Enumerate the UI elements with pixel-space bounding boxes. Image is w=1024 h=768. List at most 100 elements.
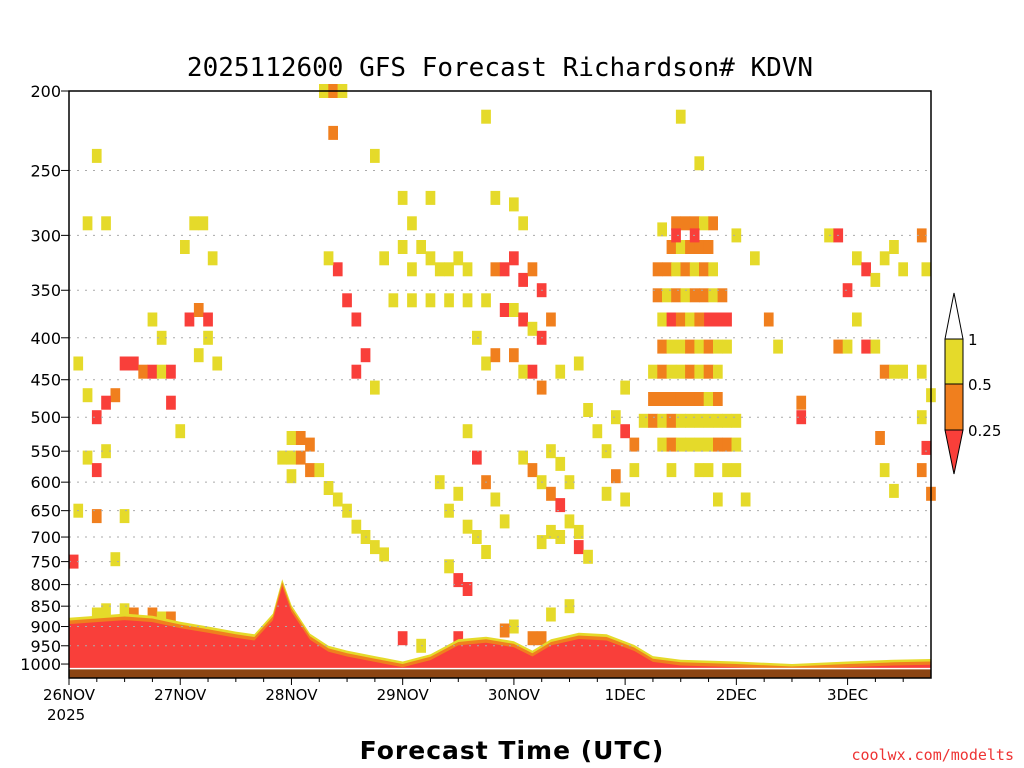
ri-cell-179 [286,469,297,484]
ri-cell-103 [703,463,714,478]
ri-cell-45 [689,288,700,303]
ri-cell-64 [722,339,732,354]
ri-cell-274 [147,607,158,622]
ri-cell-276 [166,611,176,626]
ri-cell-123 [921,262,932,277]
ri-cell-192 [370,380,380,395]
ri-cell-98 [713,437,723,452]
ri-cell-225 [518,364,528,379]
ri-cell-139 [916,463,927,478]
ri-cell-13 [509,197,519,212]
ri-cell-233 [611,469,621,484]
ri-cell-213 [527,262,538,277]
ri-cell-203 [388,293,399,308]
ri-cell-238 [629,437,640,452]
ri-cell-6 [91,148,102,163]
colorbar-top-arrow [944,292,964,340]
ri-cell-71 [703,364,714,379]
ri-cell-7 [370,148,380,163]
y-tick-label-800: 800 [30,576,61,595]
ri-cell-23 [689,216,700,231]
ri-cell-187 [332,262,343,277]
ri-cell-176 [295,450,306,465]
ri-cell-32 [671,228,681,243]
ri-cell-162 [82,450,93,465]
ri-cell-156 [184,312,195,327]
ri-cell-147 [166,364,176,379]
ri-cell-180 [323,481,334,495]
ri-cell-150 [91,410,102,425]
ri-cell-12 [490,190,501,205]
ri-cell-246 [444,503,454,518]
ri-cell-229 [573,356,584,371]
ri-cell-55 [685,312,695,327]
ri-cell-87 [694,413,705,428]
ri-cell-28 [675,240,686,254]
ri-cell-9 [397,190,408,205]
ri-cell-16 [101,216,111,231]
ri-cell-11 [407,216,417,231]
ri-cell-18 [198,216,209,231]
ri-cell-39 [699,262,709,277]
ri-cell-116 [852,251,862,266]
ri-cell-127 [842,339,853,354]
ri-cell-74 [657,392,667,406]
ri-cell-67 [666,364,677,379]
ri-cell-215 [499,303,510,317]
ri-cell-198 [425,251,436,266]
ri-cell-259 [555,498,566,513]
ri-cell-236 [611,410,621,425]
ri-cell-154 [156,330,167,345]
ri-cell-17 [189,216,199,231]
ri-cell-8 [481,109,491,124]
ri-cell-191 [351,364,362,379]
ri-cell-105 [731,463,742,478]
y-tick-label-700: 700 [30,528,61,547]
ri-cell-107 [740,492,751,507]
ri-cell-85 [675,413,686,428]
ri-cell-195 [397,240,408,254]
ri-cell-15 [82,216,93,231]
x-tick-label-3: 29NOV [377,686,430,704]
ri-cell-59 [675,339,686,354]
ri-cell-53 [713,312,723,327]
ri-cell-151 [73,356,84,371]
ri-cell-120 [889,240,899,254]
ri-cell-78 [694,392,705,406]
ri-cell-42 [662,288,672,303]
ri-cell-57 [657,339,667,354]
ri-cell-149 [101,395,111,410]
ri-cell-185 [370,540,380,555]
ri-cell-252 [444,559,454,574]
ri-cell-35 [662,262,672,277]
ri-cell-209 [490,262,501,277]
ri-cell-228 [555,364,566,379]
ri-cell-159 [203,330,213,345]
x-tick-label-0: 26NOV [43,686,96,704]
ri-cell-169 [110,552,121,567]
ri-cell-206 [444,293,454,308]
ri-cell-137 [921,440,932,455]
ri-cell-95 [685,437,695,452]
ri-cell-249 [462,519,473,534]
ri-cell-26 [657,222,667,237]
colorbar-bin-orange [944,383,964,431]
ri-cell-50 [666,312,677,327]
ri-cell-81 [638,413,649,428]
ri-cell-29 [685,240,695,254]
ri-cell-132 [898,364,908,379]
ri-cell-24 [699,216,709,231]
ri-cell-30 [694,240,705,254]
ri-cell-92 [657,437,667,452]
ri-cell-68 [675,364,686,379]
ri-cell-60 [685,339,695,354]
ri-cell-62 [703,339,714,354]
y-tick-label-950: 950 [30,637,61,656]
ri-cell-110 [763,312,774,327]
ri-cell-250 [472,530,482,544]
ri-cell-235 [601,486,612,501]
ri-cell-106 [713,492,723,507]
ri-cell-119 [879,251,890,266]
ri-cell-182 [342,503,352,518]
